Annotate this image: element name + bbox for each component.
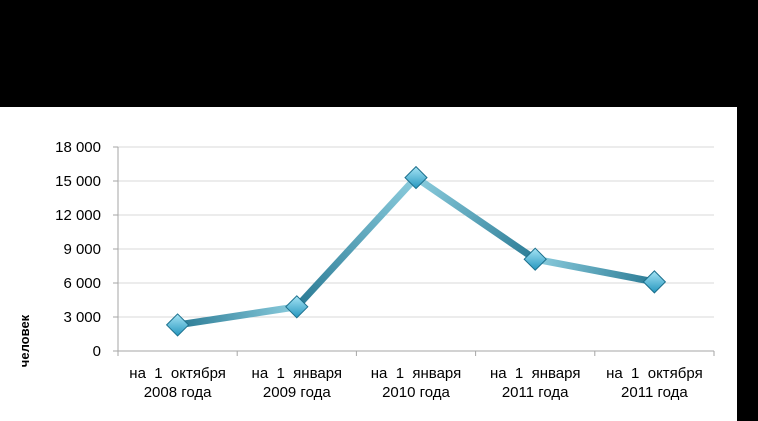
series-line-segment: [531, 255, 658, 286]
x-tick-label-line: на 1 октября: [606, 365, 703, 382]
data-point-marker: [404, 165, 428, 190]
y-tick-label: 0: [93, 343, 101, 360]
data-point-marker: [285, 295, 309, 319]
x-tick-label-line: на 1 октября: [129, 365, 226, 382]
x-tick-label: на 1 января 2010 года: [371, 365, 461, 401]
x-tick-label-line: на 1 января: [252, 365, 342, 382]
x-tick-label-line: на 1 января: [371, 365, 461, 382]
x-tick-label: на 1 октября 2011 года: [606, 365, 703, 401]
y-tick-label: 12 000: [55, 207, 101, 224]
y-tick-label: 3 000: [63, 309, 101, 326]
marker-layer: [165, 165, 667, 337]
x-tick-label-line: 2011 года: [502, 384, 569, 401]
y-axis-title: человек: [17, 314, 32, 367]
series-layer: [174, 174, 658, 329]
data-point-marker: [642, 270, 667, 294]
y-tick-label: 15 000: [55, 173, 101, 190]
line-chart: 0 3 000 6 000 9 000 12 000 15 000 18 000 на 1 …: [17, 139, 715, 401]
data-point-marker: [165, 313, 190, 337]
series-line-segment: [293, 174, 420, 311]
x-tick-label-line: 2011 года: [621, 384, 688, 401]
x-tick-label-line: 2010 года: [382, 384, 450, 401]
x-tick-label: на 1 января 2011 года: [490, 365, 580, 401]
series-line-segment: [174, 303, 301, 329]
y-tick-label: 9 000: [63, 241, 101, 258]
chart-panel: 0 3 000 6 000 9 000 12 000 15 000 18 000 на 1 …: [0, 107, 737, 421]
x-tick-labels: на 1 октября 2008 года на 1 января 2009 год…: [129, 365, 702, 401]
y-tick-labels: 0 3 000 6 000 9 000 12 000 15 000 18 000: [55, 139, 101, 360]
series-line-segment: [412, 174, 539, 263]
x-tick-label: на 1 января 2009 года: [252, 365, 342, 401]
x-tick-label-line: 2008 года: [144, 384, 212, 401]
data-point-marker: [523, 247, 547, 271]
x-tick-label-line: на 1 января: [490, 365, 580, 382]
axis-layer: [113, 146, 715, 356]
x-tick-label-line: 2009 года: [263, 384, 331, 401]
y-tick-label: 18 000: [55, 139, 101, 156]
x-tick-label: на 1 октября 2008 года: [129, 365, 226, 401]
y-tick-label: 6 000: [63, 275, 101, 292]
